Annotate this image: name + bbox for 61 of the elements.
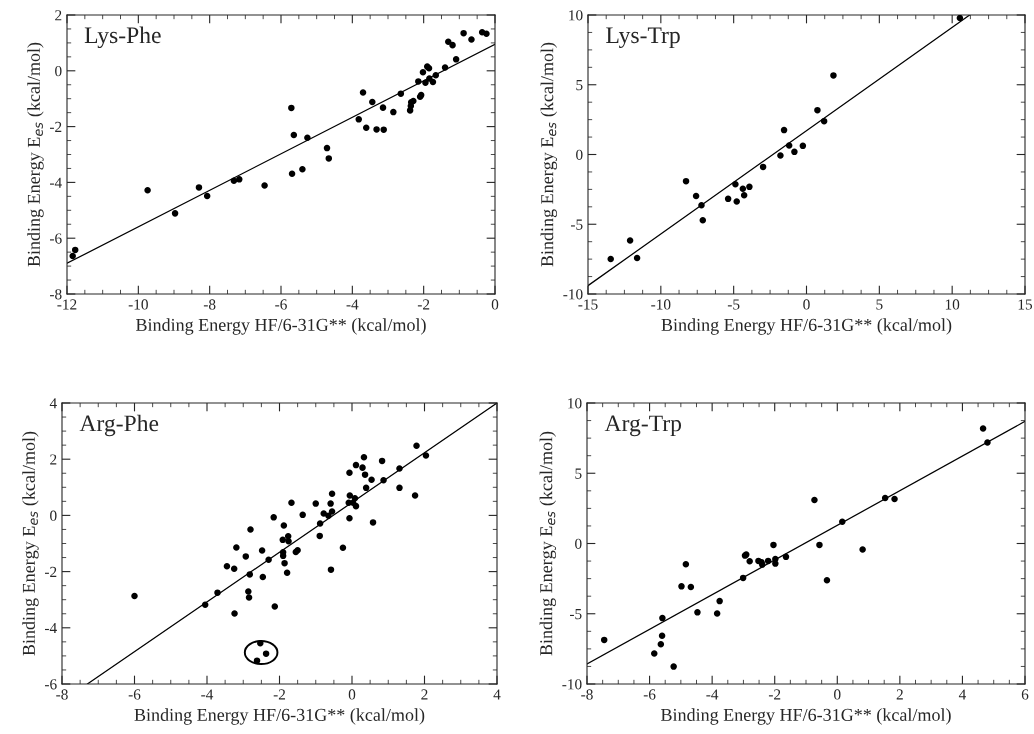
x-tick-label: -6 (275, 299, 287, 310)
x-tick-label: 0 (834, 689, 841, 700)
x-tick-label: -2 (273, 689, 286, 700)
x-tick-label: 10 (945, 299, 960, 310)
y-tick-label: 0 (576, 149, 583, 160)
chart-title: Lys-Phe (84, 26, 161, 49)
y-tick-label: -4 (49, 177, 62, 188)
x-tick-label: 0 (348, 689, 356, 700)
y-tick-label: 10 (568, 398, 582, 409)
x-tick-label: 0 (803, 299, 810, 310)
y-axis-title: Binding Energy E$_{es}$ (kcal/mol) (22, 431, 39, 656)
x-tick-label: 0 (491, 299, 499, 310)
chart-title: Arg-Phe (79, 414, 159, 437)
x-tick-label: -4 (201, 689, 214, 700)
x-tick-label: -12 (57, 299, 77, 310)
x-tick-label: -6 (128, 689, 141, 700)
x-tick-label: -4 (346, 299, 359, 310)
x-tick-label: 2 (421, 689, 428, 700)
y-tick-label: -2 (44, 566, 57, 577)
x-tick-label: -15 (578, 299, 598, 310)
chart-title: Lys-Trp (606, 27, 680, 49)
y-tick-label: -4 (44, 623, 57, 634)
x-tick-label: -5 (727, 299, 740, 310)
x-tick-label: -8 (203, 299, 216, 310)
x-tick-label: -10 (128, 299, 148, 310)
y-tick-label: -5 (569, 609, 582, 620)
y-tick-label: 5 (575, 468, 582, 479)
x-tick-label: 6 (1021, 689, 1029, 700)
x-axis-title: Binding Energy HF/6-31G** (kcal/mol) (134, 708, 425, 725)
y-axis-title: Binding Energy E$_{es}$ (kcal/mol) (539, 431, 557, 656)
y-tick-label: 2 (55, 10, 62, 21)
x-axis-title: Binding Energy HF/6-31G** (kcal/mol) (661, 318, 952, 335)
x-axis-title: Binding Energy HF/6-31G** (kcal/mol) (136, 318, 426, 335)
y-axis-title: Binding Energy E$_{es}$ (kcal/mol) (540, 42, 558, 267)
x-tick-label: 15 (1018, 299, 1033, 310)
x-tick-label: 5 (876, 299, 883, 310)
y-tick-label: -6 (44, 679, 57, 690)
y-tick-label: -10 (563, 289, 583, 300)
y-tick-label: -10 (562, 679, 582, 690)
y-tick-label: 0 (575, 538, 582, 549)
y-tick-label: 10 (569, 10, 583, 21)
chart-title: Arg-Trp (604, 415, 682, 437)
x-axis-title: Binding Energy HF/6-31G** (kcal/mol) (661, 708, 951, 725)
y-tick-label: 2 (50, 454, 57, 465)
y-tick-label: 0 (55, 65, 62, 77)
x-tick-label: -2 (768, 689, 781, 700)
y-tick-label: 0 (50, 510, 57, 521)
y-tick-label: -8 (49, 289, 62, 300)
y-tick-label: 5 (576, 80, 583, 91)
y-tick-label: -2 (49, 121, 62, 132)
x-tick-label: 2 (896, 689, 903, 700)
y-tick-label: -6 (49, 233, 62, 244)
x-tick-label: -10 (651, 299, 671, 310)
x-tick-label: 4 (958, 689, 967, 700)
x-tick-label: -6 (643, 689, 656, 700)
x-tick-label: 4 (493, 689, 501, 700)
y-axis-title: Binding Energy E$_{es}$ (kcal/mol) (27, 42, 44, 267)
y-tick-label: 4 (49, 398, 57, 409)
x-tick-label: -2 (417, 299, 430, 310)
y-tick-label: -5 (570, 219, 583, 230)
x-tick-label: -4 (706, 689, 719, 700)
